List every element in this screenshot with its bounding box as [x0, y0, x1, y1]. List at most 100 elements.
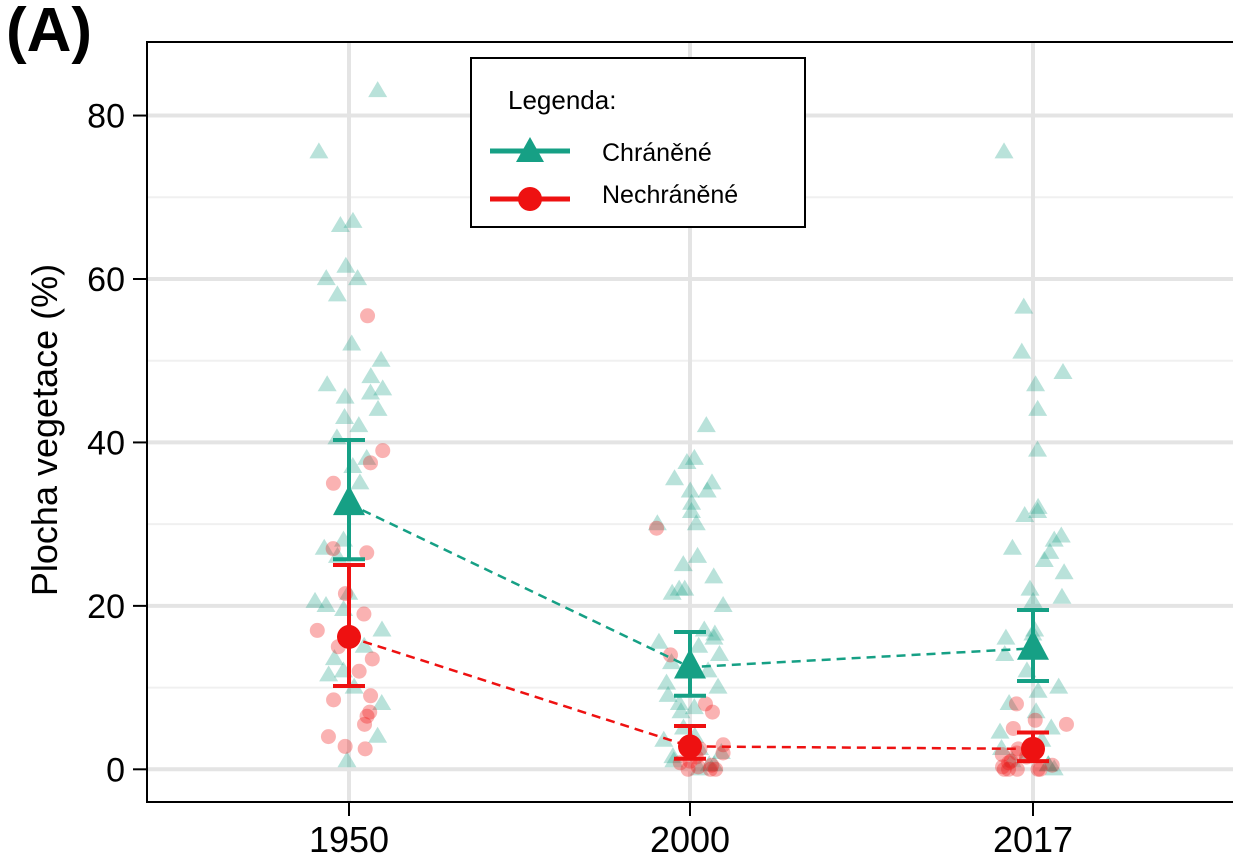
data-point-unprotected	[704, 757, 720, 773]
y-tick-label: 60	[87, 261, 125, 299]
data-point-protected	[1014, 297, 1034, 314]
x-tick-label: 2017	[993, 819, 1073, 860]
data-point-unprotected	[325, 475, 341, 491]
y-tick-label: 40	[87, 424, 125, 462]
data-point-unprotected	[1003, 753, 1019, 769]
data-point-unprotected	[375, 443, 391, 459]
data-point-unprotected	[1027, 712, 1043, 728]
data-point-protected	[1002, 751, 1022, 768]
data-point-protected	[357, 448, 377, 465]
data-point-protected	[665, 469, 685, 486]
data-point-protected	[677, 452, 697, 469]
data-point-protected	[349, 416, 369, 433]
data-point-protected	[669, 694, 689, 711]
mean-marker-protected	[1017, 629, 1049, 660]
data-point-protected	[702, 473, 722, 490]
data-point-protected	[1038, 755, 1058, 772]
data-point-unprotected	[1032, 761, 1048, 777]
y-tick-label: 80	[87, 98, 125, 136]
data-point-protected	[361, 367, 381, 384]
data-point-protected	[1023, 591, 1043, 608]
data-point-protected	[696, 416, 716, 433]
data-point-unprotected	[356, 606, 372, 622]
data-point-unprotected	[351, 663, 367, 679]
data-point-protected	[1015, 506, 1035, 523]
data-point-protected	[669, 579, 689, 596]
data-point-unprotected	[360, 308, 376, 324]
data-point-unprotected	[994, 747, 1010, 763]
data-point-protected	[658, 685, 678, 702]
data-point-unprotected	[715, 745, 731, 761]
data-point-unprotected	[649, 520, 665, 536]
legend-item-nechranene: Nechráněné	[490, 177, 790, 217]
data-point-unprotected	[995, 759, 1011, 775]
data-point-protected	[711, 743, 731, 760]
data-point-unprotected	[337, 738, 353, 754]
data-point-unprotected	[715, 737, 731, 753]
data-point-protected	[372, 620, 392, 637]
data-point-protected	[319, 665, 339, 682]
data-point-protected	[324, 649, 344, 666]
data-point-protected	[704, 755, 724, 772]
data-point-protected	[371, 350, 391, 367]
data-point-protected	[684, 698, 704, 715]
legend-label-chranene: Chráněné	[602, 139, 712, 167]
data-point-protected	[337, 751, 357, 768]
data-point-unprotected	[708, 761, 724, 777]
data-point-protected	[705, 624, 725, 641]
data-point-protected	[698, 661, 718, 678]
data-point-protected	[684, 448, 704, 465]
data-point-unprotected	[362, 704, 378, 720]
data-point-protected	[689, 636, 709, 653]
data-point-unprotected	[704, 704, 720, 720]
data-point-protected	[336, 256, 356, 273]
data-point-protected	[1051, 526, 1071, 543]
data-point-protected	[316, 595, 336, 612]
data-point-unprotected	[680, 761, 696, 777]
data-point-protected	[335, 407, 355, 424]
data-point-protected	[1052, 587, 1072, 604]
data-point-protected	[343, 457, 363, 474]
data-point-protected	[686, 514, 706, 531]
data-point-protected	[704, 628, 724, 645]
data-point-protected	[348, 269, 368, 286]
data-point-unprotected	[364, 651, 380, 667]
data-point-protected	[690, 759, 710, 776]
data-point-protected	[316, 269, 336, 286]
data-point-protected	[709, 644, 729, 661]
data-point-protected	[330, 215, 350, 232]
data-point-protected	[994, 142, 1014, 159]
data-point-protected	[999, 694, 1019, 711]
data-point-protected	[1049, 677, 1069, 694]
data-point-unprotected	[357, 716, 373, 732]
data-point-protected	[682, 493, 702, 510]
data-point-protected	[373, 379, 393, 396]
data-point-protected	[1026, 702, 1046, 719]
data-point-protected	[372, 694, 392, 711]
data-point-unprotected	[325, 541, 341, 557]
data-point-protected	[996, 628, 1016, 645]
data-point-protected	[1028, 399, 1048, 416]
data-point-protected	[708, 677, 728, 694]
plot-border	[146, 41, 1233, 803]
mean-marker-protected	[674, 648, 706, 679]
data-point-protected	[1028, 681, 1048, 698]
data-point-protected	[317, 375, 337, 392]
data-point-protected	[360, 383, 380, 400]
panel-label: (A)	[6, 0, 93, 65]
mean-trend-line	[348, 635, 1034, 751]
data-point-protected	[1020, 579, 1040, 596]
data-point-protected	[1028, 497, 1048, 514]
y-tick-label: 20	[87, 588, 125, 626]
data-point-protected	[368, 81, 388, 98]
legend-title: Legenda:	[508, 85, 617, 115]
x-tick-label: 1950	[309, 819, 389, 860]
data-point-protected	[1053, 363, 1073, 380]
x-tick-label: 2000	[650, 819, 730, 860]
mean-marker-unprotected	[337, 624, 361, 649]
data-point-unprotected	[362, 455, 378, 471]
data-point-protected	[314, 538, 334, 555]
data-point-protected	[995, 644, 1015, 661]
legend: Legenda: Chráněné Nechráněné	[470, 57, 806, 228]
